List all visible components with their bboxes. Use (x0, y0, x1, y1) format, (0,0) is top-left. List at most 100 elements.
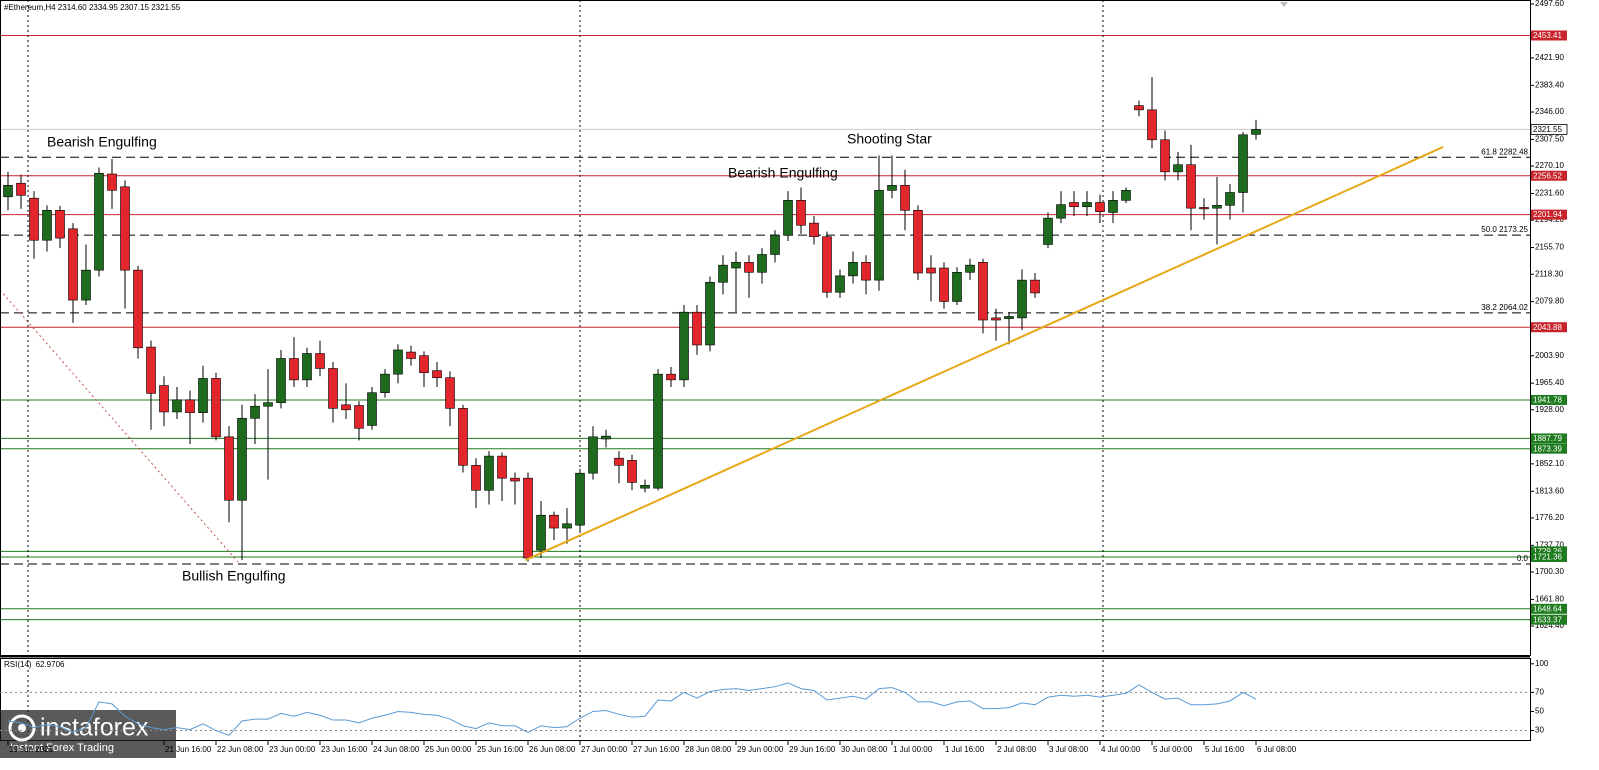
x-tick-label: 5 Jul 00:00 (1153, 745, 1193, 754)
candle-body (1160, 139, 1170, 173)
candle-body (822, 236, 832, 293)
level-label: 1729.26 (1533, 547, 1562, 556)
level-label-box (1531, 433, 1567, 444)
candle-body (1173, 164, 1183, 173)
rsi-y-tick-label: 50 (1535, 707, 1544, 716)
rsi-value: 62.9706 (36, 660, 65, 669)
candle-body (224, 436, 234, 501)
level-label: 1721.36 (1533, 553, 1562, 562)
annotation: Bearish Engulfing (47, 134, 157, 150)
x-tick-label: 19 Jun 2021 (9, 745, 54, 754)
candle-body (185, 399, 195, 413)
candle-body (913, 210, 923, 274)
candle-body (354, 405, 364, 429)
candle-body (29, 197, 39, 241)
candle-body (1199, 207, 1209, 210)
x-tick-label: 3 Jul 08:00 (1049, 745, 1089, 754)
candle-body (640, 485, 650, 489)
rsi-y-tick-label: 70 (1535, 688, 1544, 697)
y-tick-label: 2155.70 (1535, 243, 1564, 252)
fibonacci-label: 0.0 (1517, 554, 1529, 563)
candle-body (510, 477, 520, 482)
y-tick-label: 2118.30 (1535, 269, 1564, 278)
candle-body (536, 514, 546, 551)
y-tick-label: 2346.00 (1535, 107, 1564, 116)
level-label: 2201.94 (1533, 210, 1562, 219)
annotation: Bullish Engulfing (182, 568, 286, 584)
candle-body (289, 358, 299, 381)
candle-body (237, 418, 247, 501)
candle-body (783, 200, 793, 236)
y-tick-label: 1737.70 (1535, 540, 1564, 549)
level-label-box (1531, 443, 1567, 454)
candle-body (770, 234, 780, 255)
y-tick-label: 1965.40 (1535, 378, 1564, 387)
candle-body (718, 264, 728, 283)
y-tick-label: 2231.60 (1535, 189, 1564, 198)
level-label-box (1531, 170, 1567, 181)
candle-body (1147, 109, 1157, 141)
candle-body (302, 353, 312, 381)
candle-body (926, 267, 936, 274)
candle-body (666, 373, 676, 381)
x-tick-label: 22 Jun 08:00 (217, 745, 264, 754)
level-label: 1648.64 (1533, 604, 1562, 613)
shift-marker (1280, 2, 1288, 7)
rsi-line (7, 682, 1257, 736)
candle-body (133, 269, 143, 349)
x-tick-label: 29 Jun 16:00 (789, 745, 836, 754)
candle-body (874, 190, 884, 281)
level-label: 1873.39 (1533, 444, 1562, 453)
x-tick-label: 26 Jun 08:00 (529, 745, 576, 754)
candle-body (94, 172, 104, 271)
rsi-y-tick-label: 100 (1535, 659, 1549, 668)
level-label-box (1531, 322, 1567, 333)
x-tick-label: 25 Jun 00:00 (425, 745, 472, 754)
candle-body (16, 182, 26, 196)
candle-body (744, 262, 754, 273)
y-tick-label: 1852.10 (1535, 459, 1564, 468)
candle-body (432, 370, 442, 379)
candle-body (315, 353, 325, 369)
logo-tagline: Instant Forex Trading (10, 742, 114, 754)
candle-body (705, 281, 715, 346)
rsi-title: RSI(14) 62.9706 (4, 660, 65, 669)
candle-body (1251, 129, 1261, 135)
candle-body (523, 477, 533, 559)
level-label: 1633.37 (1533, 615, 1562, 624)
candle-body (328, 368, 338, 409)
x-tick-label: 6 Jul 08:00 (1257, 745, 1297, 754)
x-tick-label: 2 Jul 08:00 (997, 745, 1037, 754)
candle-body (198, 378, 208, 413)
candle-body (146, 346, 156, 394)
rsi-pane-frame (0, 658, 1531, 741)
candle-body (120, 186, 130, 271)
candle-body (1017, 279, 1027, 319)
level-label: 1941.78 (1533, 396, 1562, 405)
candle-body (211, 378, 221, 438)
candle-body (848, 262, 858, 277)
candle-body (1134, 105, 1144, 111)
y-tick-label: 1624.40 (1535, 621, 1564, 630)
candle-body (588, 436, 598, 474)
x-tick-label: 23 Jun 16:00 (321, 745, 368, 754)
candle-body (250, 405, 260, 419)
x-tick-label: 25 Jun 16:00 (477, 745, 524, 754)
annotation: Shooting Star (847, 131, 932, 147)
rsi-y-tick-label: 30 (1535, 726, 1544, 735)
candle-body (471, 465, 481, 491)
level-label-box (1531, 394, 1567, 405)
candle-body (1043, 217, 1053, 245)
candle-body (263, 402, 273, 407)
x-tick-label: 24 Jun 08:00 (373, 745, 420, 754)
candle-body (497, 455, 507, 479)
candle-body (601, 435, 611, 440)
x-tick-label: 29 Jun 00:00 (737, 745, 784, 754)
y-tick-label: 2079.80 (1535, 297, 1564, 306)
x-tick-label: 5 Jul 16:00 (1205, 745, 1245, 754)
x-tick-label: 23 Jun 00:00 (269, 745, 316, 754)
candle-body (939, 267, 949, 302)
